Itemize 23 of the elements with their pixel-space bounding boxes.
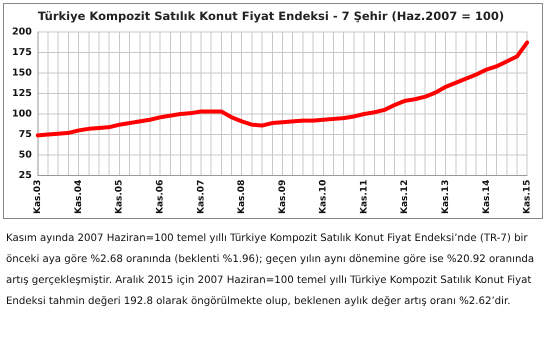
chart-title: Türkiye Kompozit Satılık Konut Fiyat Endeksi - 7 Şehir (Haz.2007 = 100) bbox=[38, 8, 504, 23]
y-tick-label: 50 bbox=[18, 150, 32, 161]
text: Kasım ayında 2007 Haziran=100 temel yıllı Türkiye Kompozit Satılık Konut Fiyat Endeksi’nde (TR-7) bir önceki aya göre %2.68 oranında (beklenti %1.96); geçen yılın aynı dönemine göre ise %20.92 oranında artış gerçekleşmiştir. Aralık 2015 için 2007 Haziran=100 temel yıllı Türkiye Kompozit Satılık Konut Fiyat Endeksi tahmin değeri 192.8 olarak öngörülmekte olup, beklenen aylık değer artış oranı %2.62’dir. bbox=[6, 232, 536, 309]
y-tick-label: 150 bbox=[12, 67, 32, 78]
x-tick-label: Kas.07 bbox=[196, 180, 206, 214]
x-tick-label: Kas.13 bbox=[440, 180, 451, 214]
x-tick-label: Kas.06 bbox=[156, 180, 166, 214]
x-tick-label: Kas.12 bbox=[400, 180, 410, 214]
y-tick-label: 175 bbox=[12, 46, 32, 58]
x-tick-label: Kas.10 bbox=[318, 180, 329, 214]
y-tick-label: 75 bbox=[18, 129, 32, 140]
x-tick-label: Kas.14 bbox=[482, 180, 492, 214]
y-tick-label: 100 bbox=[12, 108, 32, 120]
x-tick-label: Kas.09 bbox=[278, 180, 288, 214]
x-tick-label: Kas.08 bbox=[237, 180, 248, 214]
x-tick-label: Kas.15 bbox=[522, 180, 533, 214]
y-tick-label: 125 bbox=[12, 88, 32, 99]
x-tick-label: Kas.11 bbox=[359, 180, 370, 214]
y-tick-label: 200 bbox=[12, 26, 32, 38]
x-tick-label: Kas.04 bbox=[74, 180, 84, 214]
x-tick-label: Kas.05 bbox=[114, 180, 125, 214]
x-tick-label: Kas.03 bbox=[33, 180, 44, 214]
y-tick-label: 25 bbox=[18, 170, 32, 182]
